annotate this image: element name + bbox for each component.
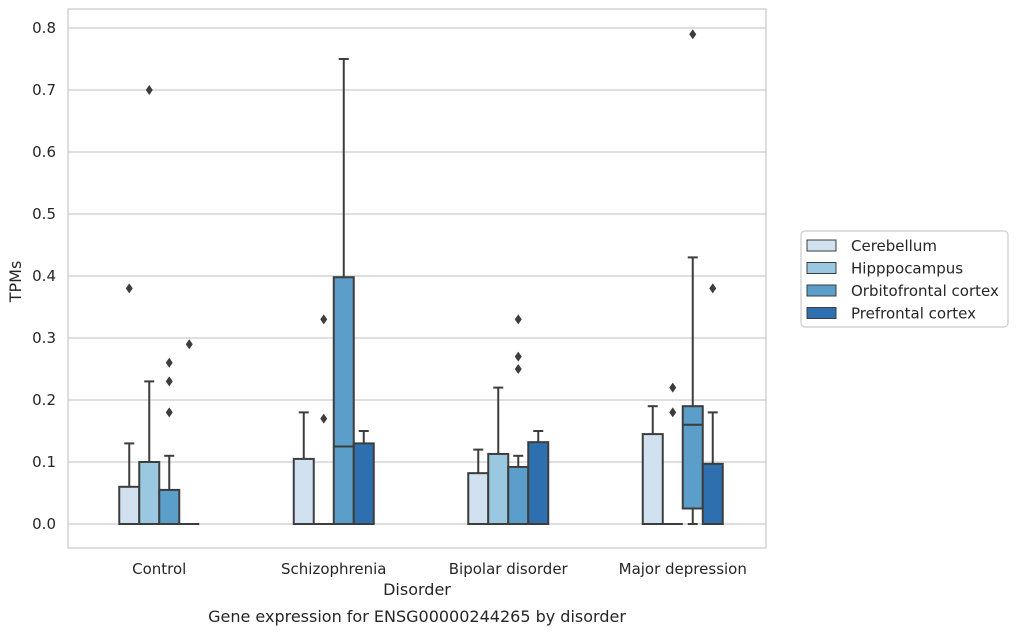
outlier-marker — [145, 85, 153, 95]
x-tick-labels: Control Schizophrenia Bipolar disorder Majo… — [132, 560, 747, 578]
x-tick-label: Control — [132, 560, 186, 578]
box — [662, 382, 683, 525]
box-body — [158, 488, 181, 525]
box-body — [467, 472, 490, 526]
legend-swatch — [806, 239, 837, 252]
box-groups — [118, 29, 724, 526]
category-group — [292, 58, 375, 525]
y-tick-label: 0.6 — [32, 143, 56, 161]
box — [527, 430, 550, 525]
outlier-marker — [165, 407, 173, 418]
box-body — [641, 433, 664, 526]
box — [158, 357, 181, 525]
legend: Cerebellum Hipppocampus Orbitofrontal cort… — [800, 230, 1009, 328]
box-body — [701, 462, 724, 525]
legend-swatch — [806, 307, 837, 319]
legend-swatch — [806, 262, 837, 274]
outlier-marker — [125, 283, 133, 294]
box — [487, 386, 510, 525]
x-tick-label: Bipolar disorder — [449, 560, 569, 578]
legend-label: Prefrontal cortex — [851, 305, 976, 323]
outlier-marker — [514, 364, 522, 374]
box-body — [118, 485, 141, 525]
outlier-marker — [514, 351, 522, 362]
legend-swatch — [806, 284, 837, 297]
box — [332, 58, 355, 525]
box — [138, 85, 161, 525]
y-tick-label: 0.0 — [32, 515, 56, 533]
y-tick-label: 0.7 — [32, 81, 56, 99]
box — [118, 283, 141, 525]
outlier-marker — [185, 339, 193, 350]
box — [179, 339, 200, 525]
outlier-marker — [165, 357, 173, 368]
box-body — [332, 276, 355, 525]
y-tick-label: 0.8 — [32, 19, 56, 37]
x-axis-label: Disorder — [383, 580, 451, 599]
box — [507, 314, 530, 525]
box — [292, 411, 315, 525]
box-body — [292, 457, 315, 525]
y-tick-labels: 0.0 0.1 0.2 0.3 0.4 0.5 0.6 0.7 0.8 — [32, 19, 56, 533]
legend-label: Cerebellum — [851, 237, 937, 255]
outlier-marker — [165, 376, 173, 387]
box — [681, 29, 704, 525]
box — [352, 430, 375, 525]
y-tick-label: 0.2 — [32, 391, 56, 409]
box — [313, 314, 334, 525]
x-tick-label: Major depression — [619, 560, 747, 578]
box — [467, 448, 490, 526]
outlier-marker — [689, 29, 697, 40]
outlier-marker — [320, 314, 328, 325]
category-group — [118, 85, 200, 525]
outlier-marker — [669, 407, 677, 418]
legend-frame — [800, 230, 1009, 328]
box-body — [507, 465, 530, 525]
y-tick-label: 0.1 — [32, 453, 56, 471]
category-group — [641, 29, 724, 526]
box-body — [487, 452, 510, 525]
outlier-marker — [320, 413, 328, 424]
y-tick-label: 0.4 — [32, 267, 56, 285]
x-tick-label: Schizophrenia — [281, 560, 386, 578]
outlier-marker — [514, 314, 522, 325]
box-body — [681, 405, 704, 510]
legend-label: Hipppocampus — [851, 260, 963, 278]
box-body — [138, 461, 161, 525]
y-tick-label: 0.3 — [32, 329, 56, 347]
outlier-marker — [669, 382, 677, 393]
box — [641, 405, 664, 526]
category-group — [467, 314, 550, 526]
figure-caption: Gene expression for ENSG00000244265 by d… — [208, 607, 626, 626]
gridlines — [68, 27, 766, 525]
box — [701, 283, 724, 525]
box-body — [352, 442, 375, 525]
outlier-marker — [709, 283, 717, 294]
y-tick-label: 0.5 — [32, 205, 56, 223]
legend-label: Orbitofrontal cortex — [851, 282, 999, 300]
y-axis-label: TPMs — [6, 261, 25, 304]
box-body — [527, 441, 550, 525]
plot-frame — [67, 8, 767, 549]
